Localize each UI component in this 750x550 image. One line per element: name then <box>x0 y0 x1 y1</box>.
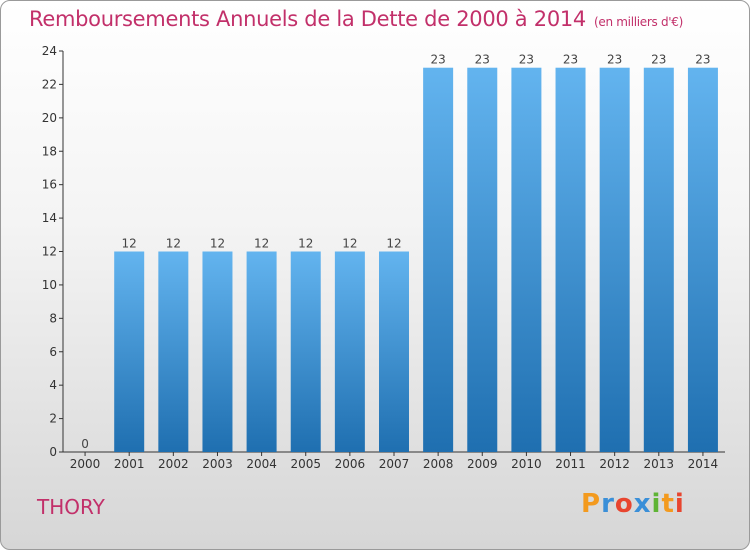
x-tick-label: 2000 <box>70 457 101 471</box>
y-tick-label: 12 <box>42 245 57 259</box>
x-tick-label: 2008 <box>423 457 454 471</box>
bar <box>202 251 233 452</box>
data-label: 12 <box>298 237 313 251</box>
bar <box>511 67 542 452</box>
data-label: 23 <box>651 53 666 67</box>
x-tick-label: 2006 <box>335 457 366 471</box>
data-label: 12 <box>122 237 137 251</box>
x-tick-label: 2001 <box>114 457 145 471</box>
data-label: 12 <box>386 237 401 251</box>
y-tick-label: 14 <box>42 211 57 225</box>
labels: 0 12 12 12 12 12 12 12 23 23 23 23 23 23 23 <box>81 53 710 451</box>
x-tick-label: 2012 <box>599 457 630 471</box>
x-tick-label: 2004 <box>246 457 277 471</box>
title-text: Remboursements Annuels de la Dette de 20… <box>29 7 586 31</box>
y-tick-label: 0 <box>49 445 57 459</box>
data-label: 12 <box>166 237 181 251</box>
y-tick-label: 10 <box>42 278 57 292</box>
bar <box>114 251 145 452</box>
x-tick-label: 2002 <box>158 457 189 471</box>
bar <box>643 67 674 452</box>
data-label: 23 <box>519 53 534 67</box>
x-tick-label: 2014 <box>688 457 719 471</box>
data-label: 23 <box>475 53 490 67</box>
x-tick-label: 2013 <box>644 457 675 471</box>
x-tick-label: 2003 <box>202 457 233 471</box>
x-tick-label: 2009 <box>467 457 498 471</box>
bar <box>687 67 718 452</box>
data-label: 12 <box>342 237 357 251</box>
data-label: 23 <box>607 53 622 67</box>
data-label: 23 <box>695 53 710 67</box>
x-tick-label: 2005 <box>290 457 321 471</box>
bar <box>334 251 365 452</box>
bar <box>555 67 586 452</box>
y-tick-label: 18 <box>42 144 57 158</box>
bar <box>423 67 454 452</box>
bar <box>290 251 321 452</box>
y-tick-label: 2 <box>49 412 57 426</box>
y-tick-label: 22 <box>42 77 57 91</box>
data-label: 23 <box>563 53 578 67</box>
bar <box>158 251 189 452</box>
y-tick-label: 6 <box>49 345 57 359</box>
y-tick-label: 24 <box>42 44 57 58</box>
x-tick-label: 2010 <box>511 457 542 471</box>
bar <box>467 67 498 452</box>
commune-name: THORY <box>37 495 105 519</box>
y-tick-label: 4 <box>49 378 57 392</box>
bar <box>599 67 630 452</box>
chart-title: Remboursements Annuels de la Dette de 20… <box>29 7 683 31</box>
bar <box>379 251 409 452</box>
bars <box>114 67 718 452</box>
data-label: 0 <box>81 437 89 451</box>
y-tick-label: 20 <box>42 111 57 125</box>
x-tick-label: 2007 <box>379 457 410 471</box>
bar <box>246 251 277 452</box>
x-tick-label: 2011 <box>555 457 586 471</box>
unit-label: (en milliers d'€) <box>594 15 684 29</box>
y-tick-label: 16 <box>42 178 57 192</box>
data-label: 23 <box>430 53 445 67</box>
data-label: 12 <box>210 237 225 251</box>
proxiti-logo: Proxiti <box>581 489 685 519</box>
y-tick-label: 8 <box>49 311 57 325</box>
data-label: 12 <box>254 237 269 251</box>
